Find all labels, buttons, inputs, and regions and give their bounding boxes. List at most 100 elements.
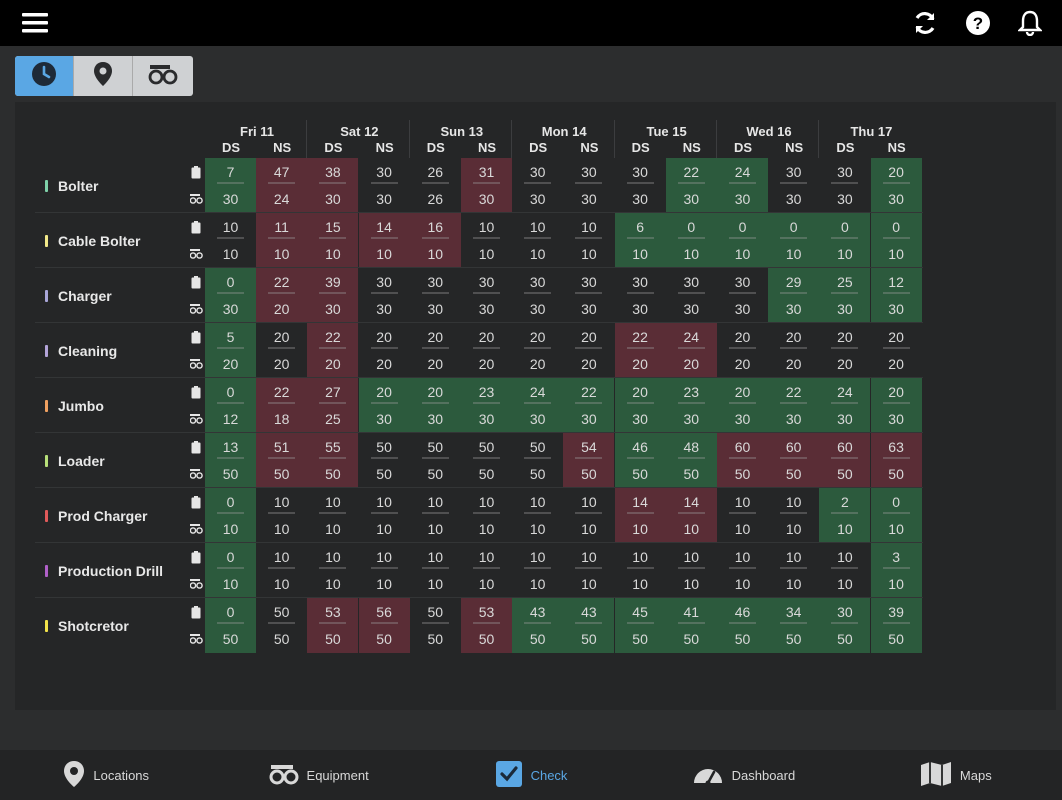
required-count-cell[interactable]: 24 [512, 378, 564, 405]
available-count-cell[interactable]: 30 [665, 295, 717, 323]
available-count-cell[interactable]: 10 [768, 570, 820, 598]
required-count-cell[interactable]: 60 [717, 433, 768, 460]
available-count-cell[interactable]: 10 [819, 240, 871, 268]
required-count-cell[interactable]: 20 [512, 323, 564, 350]
available-count-cell[interactable]: 30 [665, 185, 717, 213]
help-icon[interactable]: ? [963, 8, 993, 38]
available-count-cell[interactable]: 30 [870, 405, 922, 433]
required-count-cell[interactable]: 24 [665, 323, 717, 350]
required-count-cell[interactable]: 43 [563, 598, 615, 625]
required-count-cell[interactable]: 10 [358, 543, 410, 570]
available-count-cell[interactable]: 50 [358, 460, 410, 488]
view-toggle-location[interactable] [74, 56, 133, 96]
required-count-cell[interactable]: 20 [614, 378, 666, 405]
required-count-cell[interactable]: 10 [409, 543, 461, 570]
required-count-cell[interactable]: 51 [256, 433, 308, 460]
available-count-cell[interactable]: 10 [512, 515, 564, 543]
available-count-cell[interactable]: 30 [665, 405, 717, 433]
available-count-cell[interactable]: 10 [717, 240, 768, 268]
available-count-cell[interactable]: 20 [461, 350, 512, 378]
required-count-cell[interactable]: 10 [614, 543, 666, 570]
required-count-cell[interactable]: 0 [205, 488, 256, 515]
available-count-cell[interactable]: 30 [358, 185, 410, 213]
available-count-cell[interactable]: 10 [614, 570, 666, 598]
available-count-cell[interactable]: 10 [665, 570, 717, 598]
available-count-cell[interactable]: 30 [461, 185, 512, 213]
available-count-cell[interactable]: 10 [768, 240, 820, 268]
required-count-cell[interactable]: 0 [205, 268, 256, 295]
available-count-cell[interactable]: 10 [768, 515, 820, 543]
required-count-cell[interactable]: 53 [461, 598, 512, 625]
required-count-cell[interactable]: 46 [717, 598, 768, 625]
bell-icon[interactable] [1015, 8, 1045, 38]
nav-tab-dashboard[interactable]: Dashboard [637, 750, 849, 800]
required-count-cell[interactable]: 0 [768, 213, 820, 240]
available-count-cell[interactable]: 30 [870, 185, 922, 213]
required-count-cell[interactable]: 50 [461, 433, 512, 460]
available-count-cell[interactable]: 10 [409, 570, 461, 598]
available-count-cell[interactable]: 10 [256, 240, 308, 268]
available-count-cell[interactable]: 10 [870, 515, 922, 543]
required-count-cell[interactable]: 30 [358, 158, 410, 185]
available-count-cell[interactable]: 10 [665, 240, 717, 268]
required-count-cell[interactable]: 0 [665, 213, 717, 240]
available-count-cell[interactable]: 30 [614, 295, 666, 323]
available-count-cell[interactable]: 10 [409, 240, 461, 268]
available-count-cell[interactable]: 10 [563, 570, 615, 598]
available-count-cell[interactable]: 10 [409, 515, 461, 543]
required-count-cell[interactable]: 20 [717, 378, 768, 405]
available-count-cell[interactable]: 30 [819, 295, 871, 323]
required-count-cell[interactable]: 38 [307, 158, 359, 185]
required-count-cell[interactable]: 14 [358, 213, 410, 240]
required-count-cell[interactable]: 0 [205, 378, 256, 405]
available-count-cell[interactable]: 10 [870, 570, 922, 598]
available-count-cell[interactable]: 50 [665, 625, 717, 653]
available-count-cell[interactable]: 10 [717, 570, 768, 598]
required-count-cell[interactable]: 30 [717, 268, 768, 295]
available-count-cell[interactable]: 30 [307, 185, 359, 213]
required-count-cell[interactable]: 31 [461, 158, 512, 185]
available-count-cell[interactable]: 10 [870, 240, 922, 268]
required-count-cell[interactable]: 30 [665, 268, 717, 295]
required-count-cell[interactable]: 25 [819, 268, 871, 295]
required-count-cell[interactable]: 0 [870, 488, 922, 515]
required-count-cell[interactable]: 50 [409, 598, 461, 625]
available-count-cell[interactable]: 10 [307, 570, 359, 598]
available-count-cell[interactable]: 10 [461, 515, 512, 543]
available-count-cell[interactable]: 10 [614, 515, 666, 543]
required-count-cell[interactable]: 20 [768, 323, 820, 350]
available-count-cell[interactable]: 30 [409, 295, 461, 323]
required-count-cell[interactable]: 10 [256, 543, 308, 570]
required-count-cell[interactable]: 50 [512, 433, 564, 460]
required-count-cell[interactable]: 22 [256, 268, 308, 295]
required-count-cell[interactable]: 20 [409, 323, 461, 350]
available-count-cell[interactable]: 10 [819, 570, 871, 598]
available-count-cell[interactable]: 30 [358, 405, 410, 433]
available-count-cell[interactable]: 20 [717, 350, 768, 378]
available-count-cell[interactable]: 10 [717, 515, 768, 543]
available-count-cell[interactable]: 30 [768, 405, 820, 433]
available-count-cell[interactable]: 10 [205, 570, 256, 598]
available-count-cell[interactable]: 10 [461, 240, 512, 268]
required-count-cell[interactable]: 10 [717, 543, 768, 570]
view-toggle-equipment[interactable] [133, 56, 192, 96]
required-count-cell[interactable]: 11 [256, 213, 308, 240]
required-count-cell[interactable]: 50 [256, 598, 308, 625]
required-count-cell[interactable]: 20 [358, 378, 410, 405]
available-count-cell[interactable]: 50 [614, 625, 666, 653]
available-count-cell[interactable]: 30 [563, 405, 615, 433]
available-count-cell[interactable]: 30 [461, 405, 512, 433]
required-count-cell[interactable]: 29 [768, 268, 820, 295]
available-count-cell[interactable]: 30 [717, 405, 768, 433]
available-count-cell[interactable]: 10 [256, 570, 308, 598]
required-count-cell[interactable]: 45 [614, 598, 666, 625]
required-count-cell[interactable]: 14 [614, 488, 666, 515]
available-count-cell[interactable]: 30 [819, 185, 871, 213]
available-count-cell[interactable]: 20 [665, 350, 717, 378]
available-count-cell[interactable]: 30 [768, 185, 820, 213]
required-count-cell[interactable]: 10 [563, 543, 615, 570]
available-count-cell[interactable]: 50 [819, 460, 871, 488]
available-count-cell[interactable]: 50 [819, 625, 871, 653]
available-count-cell[interactable]: 50 [563, 460, 615, 488]
required-count-cell[interactable]: 30 [768, 158, 820, 185]
